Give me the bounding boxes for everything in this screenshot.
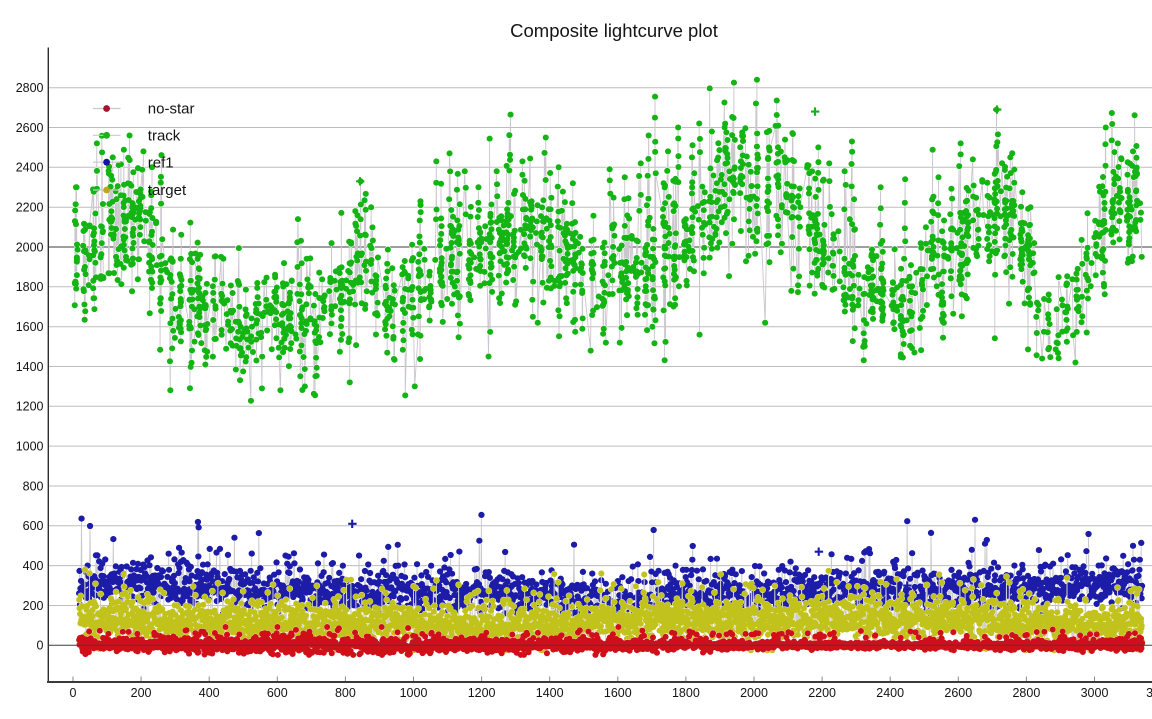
svg-text:3200: 3200 [1146, 686, 1152, 700]
svg-text:2400: 2400 [876, 686, 904, 700]
svg-text:2600: 2600 [944, 686, 972, 700]
svg-text:0: 0 [37, 639, 44, 653]
svg-text:600: 600 [267, 686, 288, 700]
svg-text:1000: 1000 [16, 439, 44, 453]
svg-text:400: 400 [199, 686, 220, 700]
svg-text:200: 200 [131, 686, 152, 700]
svg-text:2800: 2800 [1012, 686, 1040, 700]
svg-text:1800: 1800 [16, 280, 44, 294]
svg-text:ref1: ref1 [148, 154, 174, 171]
svg-text:1600: 1600 [16, 320, 44, 334]
svg-text:800: 800 [23, 479, 44, 493]
svg-text:2000: 2000 [740, 686, 768, 700]
svg-text:1200: 1200 [16, 400, 44, 414]
svg-text:800: 800 [335, 686, 356, 700]
svg-text:400: 400 [23, 559, 44, 573]
svg-text:Composite lightcurve plot: Composite lightcurve plot [510, 20, 718, 41]
svg-text:2000: 2000 [16, 240, 44, 254]
svg-text:2400: 2400 [16, 161, 44, 175]
svg-text:200: 200 [23, 599, 44, 613]
svg-text:1800: 1800 [672, 686, 700, 700]
svg-text:1400: 1400 [536, 686, 564, 700]
svg-text:2600: 2600 [16, 121, 44, 135]
svg-text:2200: 2200 [808, 686, 836, 700]
svg-text:target: target [148, 182, 187, 199]
svg-text:1400: 1400 [16, 360, 44, 374]
svg-text:1600: 1600 [604, 686, 632, 700]
svg-text:track: track [148, 128, 181, 145]
svg-text:1200: 1200 [468, 686, 496, 700]
svg-text:3000: 3000 [1081, 686, 1109, 700]
svg-text:2800: 2800 [16, 81, 44, 95]
svg-text:0: 0 [70, 686, 77, 700]
svg-text:no-star: no-star [148, 101, 195, 118]
svg-text:1000: 1000 [400, 686, 428, 700]
svg-text:600: 600 [23, 519, 44, 533]
svg-text:2200: 2200 [16, 201, 44, 215]
